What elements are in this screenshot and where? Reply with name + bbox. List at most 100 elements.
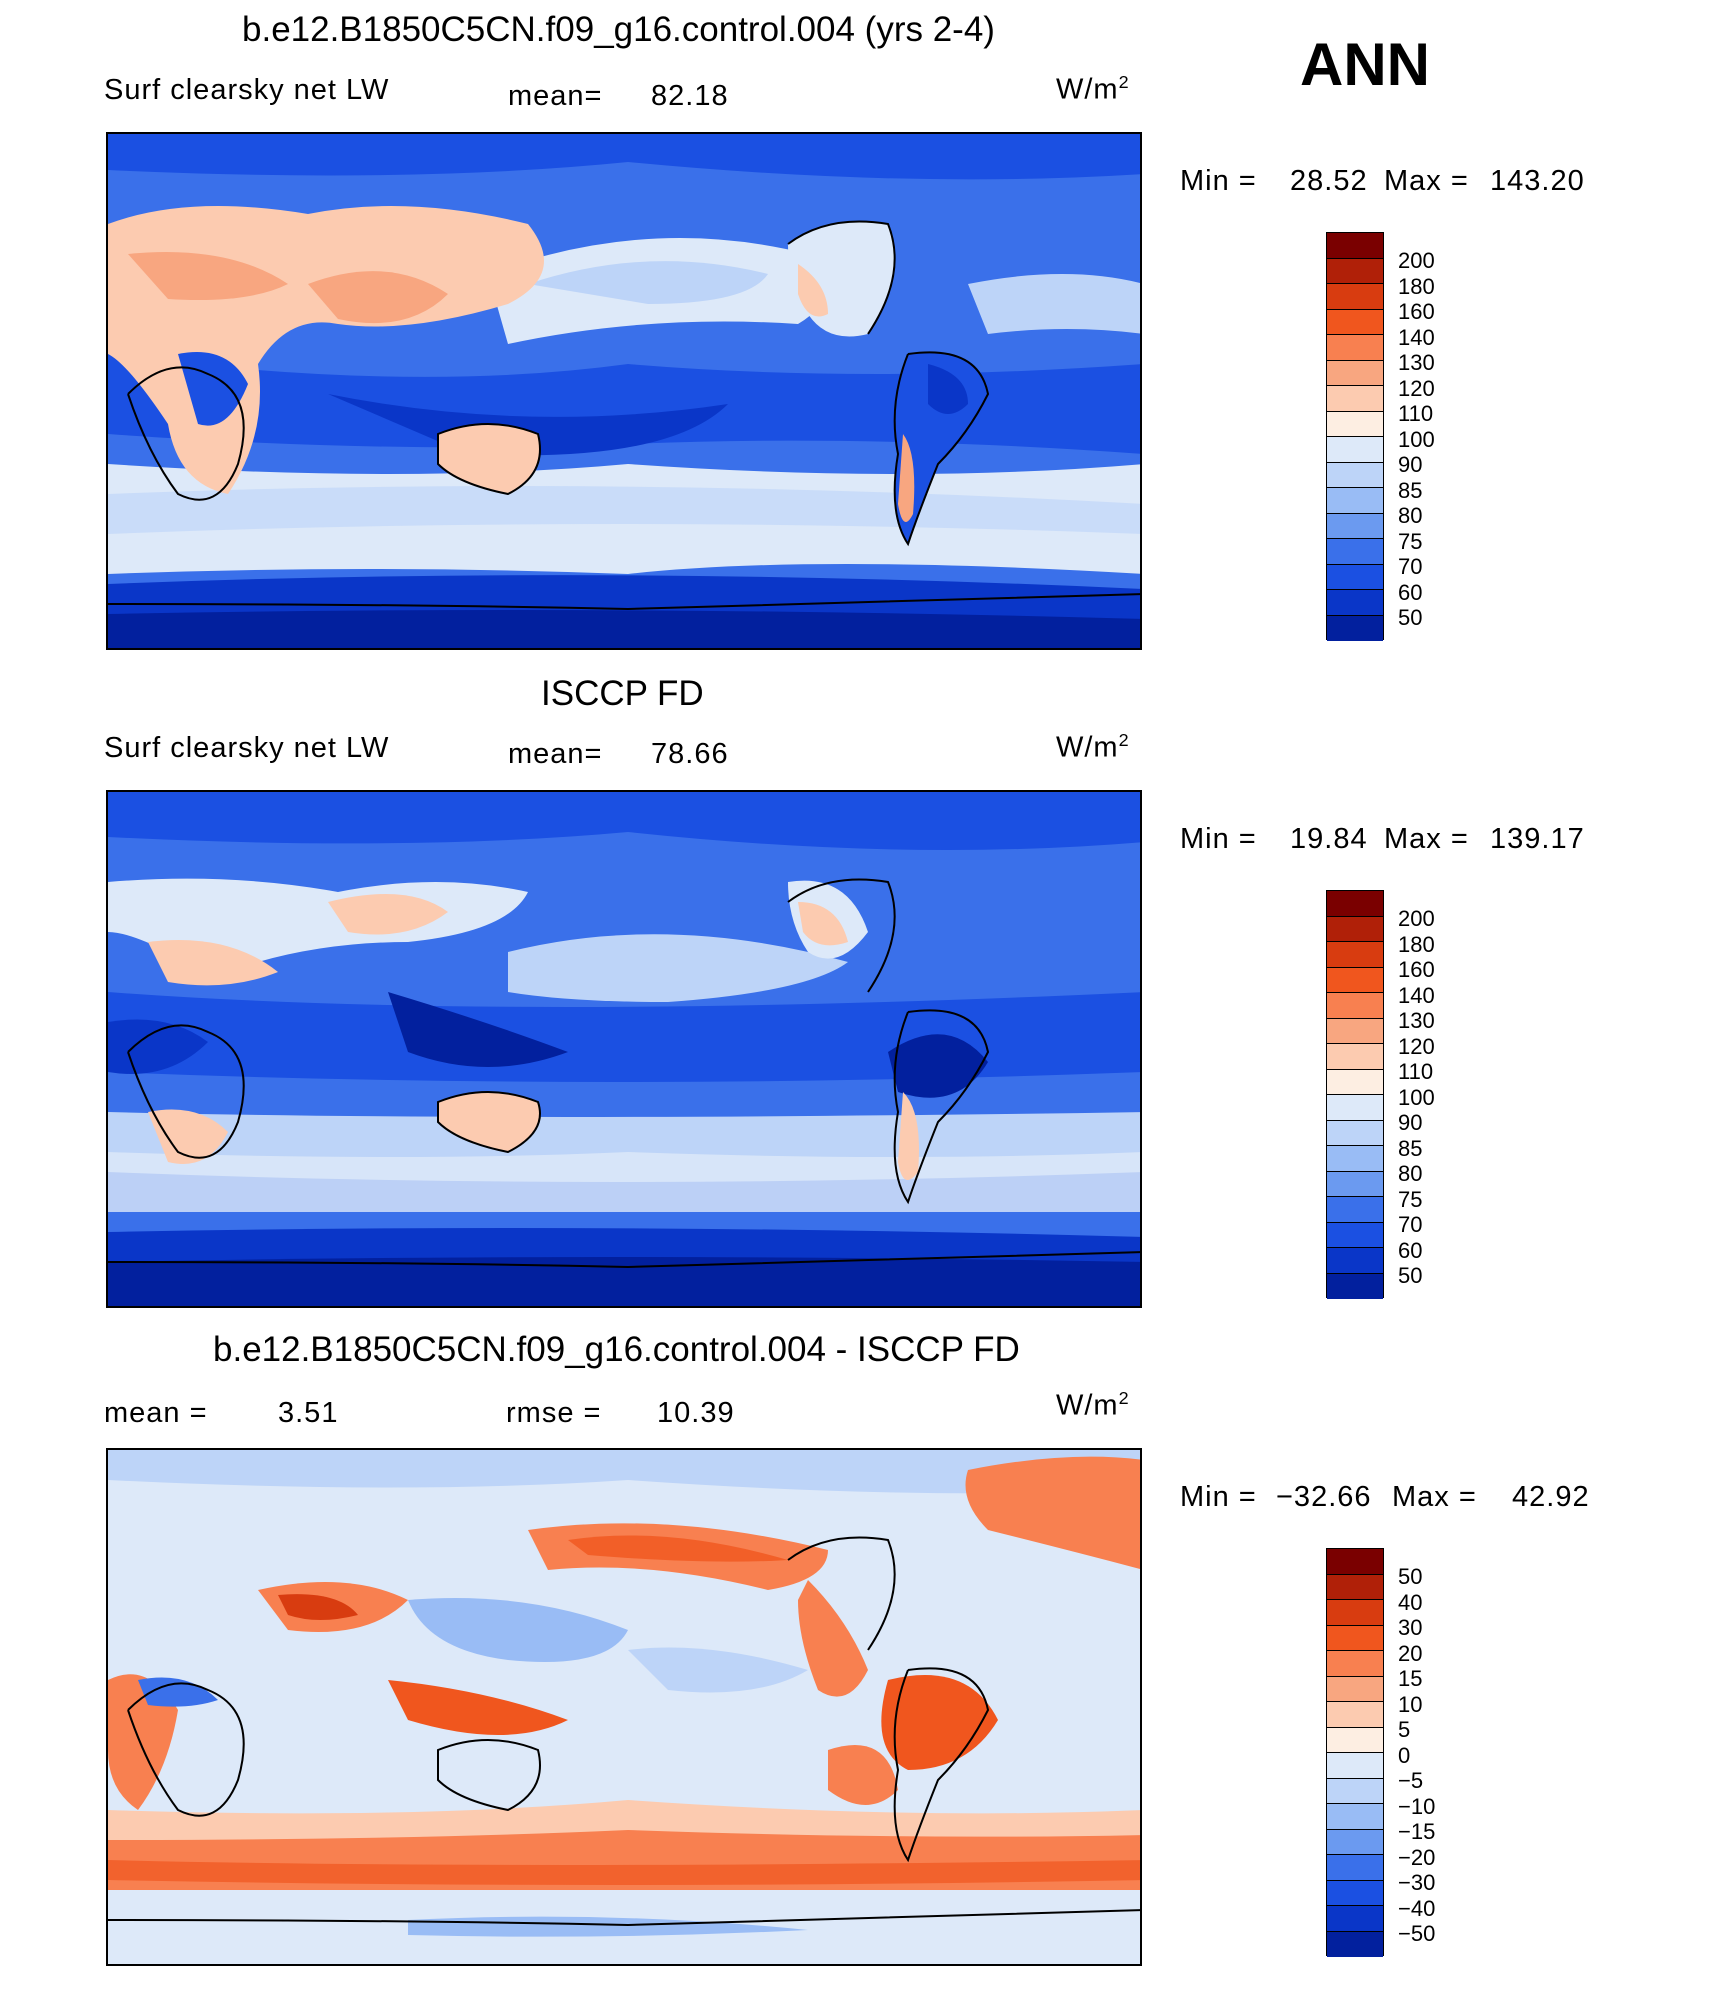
colorbar-swatch: [1327, 1600, 1383, 1626]
panel3-mean-value: 3.51: [278, 1397, 339, 1429]
colorbar-level-label: 15: [1398, 1666, 1423, 1691]
colorbar-swatch: [1327, 1146, 1383, 1172]
colorbar-level-label: 60: [1398, 579, 1423, 605]
panel2-max-label: Max =: [1384, 823, 1469, 855]
panel3-max-label: Max =: [1392, 1481, 1477, 1513]
panel3-title: b.e12.B1850C5CN.f09_g16.control.004 - IS…: [213, 1330, 1020, 1369]
colorbar-swatch: [1327, 335, 1383, 361]
colorbar-level-label: 200: [1398, 248, 1435, 273]
panel2-max-value: 139.17: [1490, 823, 1585, 855]
colorbar-swatch: [1327, 1222, 1383, 1248]
colorbar-level-label: 80: [1398, 1161, 1423, 1186]
colorbar-swatch: [1327, 1727, 1383, 1753]
panel3-min-label: Min =: [1180, 1481, 1257, 1513]
panel1-mean-value: 82.18: [651, 80, 729, 112]
colorbar-level-label: 30: [1398, 1615, 1423, 1640]
colorbar-swatch: [1327, 233, 1383, 259]
colorbar-level-label: 200: [1398, 906, 1435, 931]
panel1-min-value: 28.52: [1290, 165, 1368, 197]
colorbar-swatch: [1327, 1248, 1383, 1274]
colorbar-swatch: [1327, 590, 1383, 616]
colorbar-swatch: [1327, 1273, 1383, 1299]
colorbar-level-label: 140: [1398, 982, 1435, 1008]
colorbar-swatch: [1327, 967, 1383, 993]
colorbar-level-label: 20: [1398, 1640, 1423, 1666]
colorbar-swatch: [1327, 1171, 1383, 1197]
panel3-map: [106, 1448, 1142, 1966]
colorbar-swatch: [1327, 1651, 1383, 1677]
colorbar-swatch: [1327, 411, 1383, 437]
colorbar-swatch: [1327, 916, 1383, 942]
colorbar-swatch: [1327, 488, 1383, 514]
colorbar-swatch: [1327, 360, 1383, 386]
colorbar-level-label: 160: [1398, 299, 1435, 324]
colorbar-level-label: −10: [1398, 1793, 1436, 1819]
colorbar-level-label: 80: [1398, 503, 1423, 528]
colorbar-level-label: −50: [1398, 1921, 1436, 1946]
colorbar-swatch: [1327, 1906, 1383, 1932]
panel3-mean-label: mean =: [104, 1397, 208, 1429]
panel1-max-label: Max =: [1384, 165, 1469, 197]
colorbar-level-label: 75: [1398, 1186, 1423, 1212]
colorbar-level-label: 120: [1398, 1033, 1435, 1059]
colorbar-level-label: 140: [1398, 324, 1435, 350]
panel2-variable-label: Surf clearsky net LW: [104, 732, 390, 764]
colorbar-swatch: [1327, 1753, 1383, 1779]
colorbar-level-label: −20: [1398, 1844, 1436, 1870]
colorbar-level-label: 40: [1398, 1589, 1423, 1615]
colorbar-level-label: 75: [1398, 528, 1423, 554]
colorbar-level-label: 100: [1398, 1084, 1435, 1110]
colorbar-level-label: 90: [1398, 452, 1423, 477]
panel2-unit: W/m2: [1056, 730, 1130, 764]
panel3-max-value: 42.92: [1512, 1481, 1590, 1513]
colorbar-swatch: [1327, 1804, 1383, 1830]
colorbar-swatch: [1327, 1549, 1383, 1575]
colorbar-swatch: [1327, 309, 1383, 335]
colorbar-level-label: 120: [1398, 375, 1435, 401]
colorbar-swatch: [1327, 1044, 1383, 1070]
panel1-min-label: Min =: [1180, 165, 1257, 197]
colorbar-swatch: [1327, 284, 1383, 310]
colorbar-level-label: 110: [1398, 1059, 1434, 1084]
colorbar-swatch: [1327, 1778, 1383, 1804]
colorbar-level-label: −5: [1398, 1768, 1424, 1793]
panel1-variable-label: Surf clearsky net LW: [104, 74, 390, 106]
colorbar-swatch: [1327, 437, 1383, 463]
colorbar-level-label: 90: [1398, 1110, 1423, 1135]
colorbar-swatch: [1327, 1625, 1383, 1651]
colorbar-level-label: 5: [1398, 1717, 1411, 1742]
colorbar-level-label: 85: [1398, 1135, 1423, 1161]
panel3-unit: W/m2: [1056, 1388, 1130, 1422]
panel3-colorbar: [1326, 1548, 1384, 1957]
colorbar-swatch: [1327, 1069, 1383, 1095]
colorbar-level-label: −40: [1398, 1895, 1436, 1921]
colorbar-level-label: 50: [1398, 605, 1423, 630]
panel3-rmse-value: 10.39: [657, 1397, 735, 1429]
colorbar-level-label: 180: [1398, 273, 1435, 299]
colorbar-swatch: [1327, 386, 1383, 412]
colorbar-level-label: 70: [1398, 1212, 1423, 1237]
panel2-min-label: Min =: [1180, 823, 1257, 855]
colorbar-level-label: −30: [1398, 1870, 1436, 1895]
panel2-mean-value: 78.66: [651, 738, 729, 770]
colorbar-swatch: [1327, 891, 1383, 917]
panel2-min-value: 19.84: [1290, 823, 1368, 855]
panel1-max-value: 143.20: [1490, 165, 1585, 197]
panel1-mean-label: mean=: [508, 80, 603, 112]
colorbar-swatch: [1327, 258, 1383, 284]
colorbar-swatch: [1327, 1197, 1383, 1223]
colorbar-level-label: 130: [1398, 350, 1435, 375]
colorbar-swatch: [1327, 1120, 1383, 1146]
panel1-colorbar: [1326, 232, 1384, 641]
panel1-title: b.e12.B1850C5CN.f09_g16.control.004 (yrs…: [242, 10, 995, 49]
panel2-mean-label: mean=: [508, 738, 603, 770]
panel1-unit: W/m2: [1056, 72, 1130, 106]
panel2-title: ISCCP FD: [541, 674, 704, 713]
colorbar-level-label: 50: [1398, 1263, 1423, 1288]
colorbar-swatch: [1327, 942, 1383, 968]
colorbar-level-label: 130: [1398, 1008, 1435, 1033]
colorbar-swatch: [1327, 1880, 1383, 1906]
panel2-map: [106, 790, 1142, 1308]
colorbar-level-label: 0: [1398, 1742, 1411, 1768]
colorbar-level-label: 100: [1398, 426, 1435, 452]
